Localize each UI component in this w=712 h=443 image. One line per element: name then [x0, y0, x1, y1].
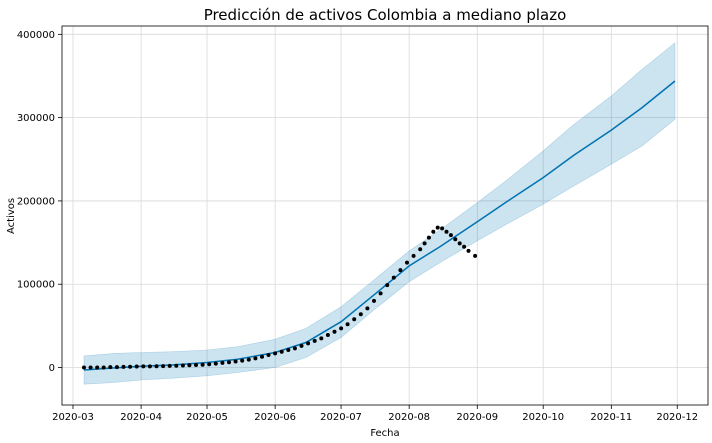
- observed-point: [440, 226, 445, 231]
- y-tick-label: 300000: [17, 113, 55, 124]
- observed-point: [378, 291, 383, 296]
- uncertainty-band-group: [83, 42, 676, 385]
- x-tick-label: 2020-04: [120, 412, 162, 423]
- observed-point: [292, 346, 297, 351]
- x-tick-label: 2020-12: [656, 412, 698, 423]
- observed-point: [339, 326, 344, 331]
- observed-point: [435, 225, 440, 230]
- observed-point: [365, 306, 370, 311]
- observed-point: [246, 357, 251, 362]
- forecast-line-group: [83, 80, 676, 371]
- plot-frame: [61, 25, 709, 406]
- observed-point: [128, 364, 133, 369]
- observed-point: [453, 237, 458, 242]
- observed-point: [466, 248, 471, 253]
- observed-point: [220, 360, 225, 365]
- observed-points-group: [82, 225, 478, 370]
- observed-point: [207, 362, 212, 367]
- observed-point: [180, 363, 185, 368]
- uncertainty-band: [83, 42, 676, 385]
- observed-point: [431, 229, 436, 234]
- observed-point: [422, 241, 427, 246]
- observed-point: [352, 317, 357, 322]
- observed-point: [398, 268, 403, 273]
- observed-point: [95, 365, 100, 370]
- x-tick-label: 2020-09: [456, 412, 498, 423]
- observed-point: [266, 353, 271, 357]
- x-tick-label: 2020-08: [388, 412, 430, 423]
- observed-point: [391, 275, 396, 280]
- observed-point: [194, 363, 198, 367]
- y-tick-label: 100000: [17, 280, 55, 291]
- observed-point: [227, 360, 231, 365]
- observed-point: [385, 283, 390, 288]
- observed-point: [174, 363, 179, 368]
- forecast-line: [83, 80, 676, 371]
- observed-point: [154, 364, 159, 369]
- observed-point: [426, 235, 431, 240]
- gridlines: [62, 26, 708, 405]
- observed-point: [299, 343, 304, 348]
- observed-point: [114, 365, 119, 370]
- x-tick-label: 2020-07: [320, 412, 362, 423]
- observed-point: [213, 361, 218, 366]
- observed-point: [253, 356, 258, 361]
- observed-point: [88, 365, 93, 370]
- observed-point: [462, 244, 467, 249]
- x-tick-label: 2020-06: [254, 412, 296, 423]
- observed-point: [473, 253, 478, 258]
- x-tick-label: 2020-05: [186, 412, 228, 423]
- observed-point: [372, 298, 376, 303]
- observed-point: [260, 354, 264, 359]
- observed-point: [345, 322, 350, 327]
- observed-point: [358, 312, 363, 317]
- observed-point: [325, 333, 330, 337]
- y-tick-label: 0: [49, 363, 55, 374]
- observed-point: [405, 260, 409, 265]
- observed-point: [134, 364, 139, 369]
- x-tick-label: 2020-03: [52, 412, 94, 423]
- observed-point: [147, 364, 152, 369]
- observed-point: [279, 349, 284, 354]
- observed-point: [121, 364, 126, 369]
- observed-point: [82, 365, 86, 370]
- observed-point: [240, 358, 245, 363]
- observed-point: [101, 365, 106, 370]
- observed-point: [187, 363, 192, 368]
- observed-point: [286, 348, 291, 352]
- observed-point: [411, 253, 416, 258]
- observed-point: [418, 247, 423, 252]
- observed-point: [200, 362, 205, 367]
- observed-point: [141, 364, 146, 369]
- observed-point: [273, 351, 278, 356]
- y-tick-label: 400000: [17, 30, 55, 41]
- x-axis: 2020-03 2020-04 2020-05 2020-06 2020-07 2020-…: [52, 405, 698, 423]
- chart-title: Predicción de activos Colombia a mediano…: [204, 6, 567, 24]
- observed-point: [306, 341, 311, 346]
- observed-point: [233, 359, 238, 364]
- observed-point: [319, 336, 324, 341]
- observed-point: [161, 364, 166, 369]
- y-axis-label: Activos: [6, 198, 17, 234]
- x-axis-label: Fecha: [370, 428, 399, 439]
- observed-point: [448, 233, 453, 238]
- observed-point: [108, 365, 113, 370]
- observed-point: [457, 241, 462, 246]
- y-axis: 0 100000 200000 300000 400000: [17, 30, 62, 374]
- observed-point: [444, 229, 449, 234]
- observed-point: [312, 338, 317, 343]
- y-tick-label: 200000: [17, 196, 55, 207]
- x-tick-label: 2020-11: [590, 412, 632, 423]
- observed-point: [167, 363, 172, 368]
- x-tick-label: 2020-10: [522, 412, 564, 423]
- observed-point: [332, 329, 337, 334]
